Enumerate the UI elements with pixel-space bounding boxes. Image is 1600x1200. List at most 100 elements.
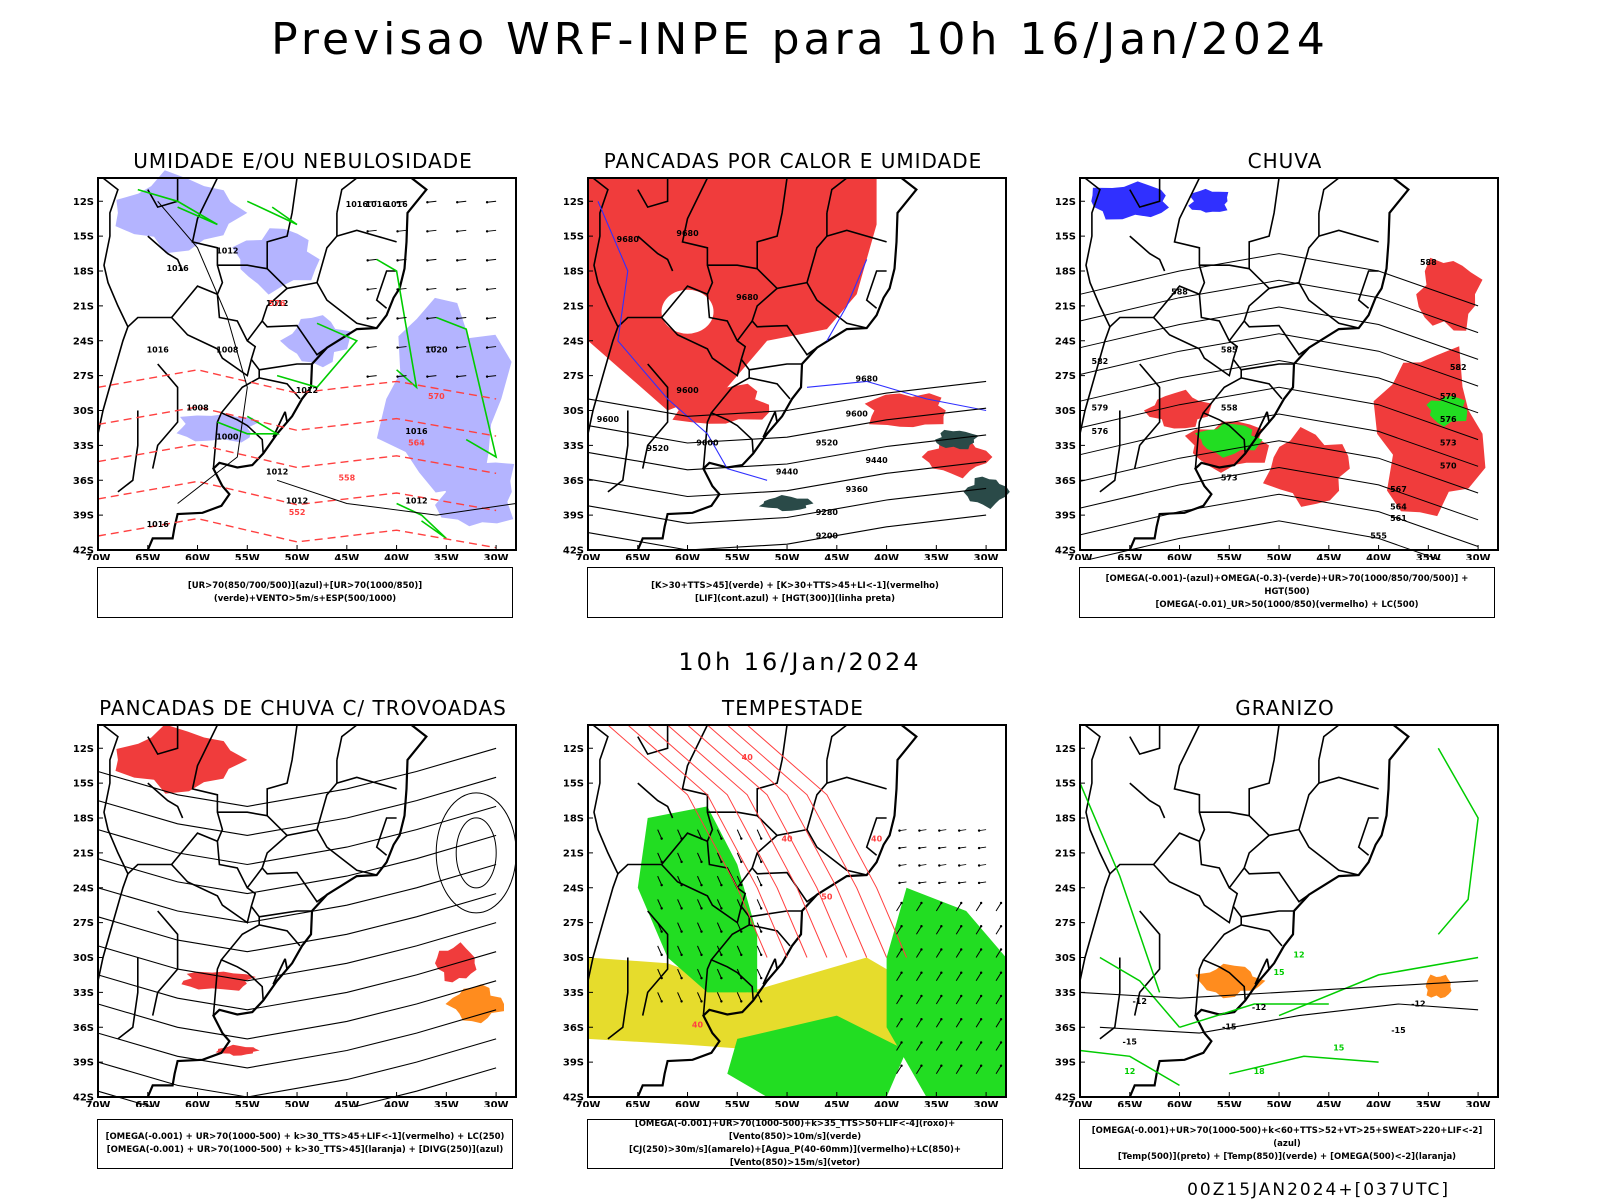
contour-label: 12 [1293, 951, 1304, 960]
lc-contour [607, 724, 768, 958]
border-line [316, 282, 377, 329]
wind-vector-head [960, 1064, 963, 1067]
plot-frame [1079, 724, 1499, 1098]
contour-label: 50 [821, 892, 833, 901]
border-line [637, 782, 674, 819]
streamline [97, 747, 497, 807]
wind-vector-head [740, 860, 743, 864]
contour-label: 15 [1273, 968, 1285, 977]
height-contour [1079, 279, 1479, 334]
contour-label: -15 [1123, 1038, 1138, 1047]
border-line [617, 316, 662, 328]
streamline [97, 951, 497, 1011]
panel-title-trovoadas: PANCADAS DE CHUVA C/ TROVOADAS [99, 696, 507, 720]
height-contour [1079, 493, 1479, 547]
wind-vector [367, 375, 377, 378]
wind-vector [975, 1018, 982, 1028]
lat-tick-label: 42S [1055, 1093, 1076, 1104]
wind-vector-head [720, 930, 723, 933]
wind-vector [716, 875, 722, 886]
wind-vector-head [898, 829, 901, 832]
wind-vector-head [900, 948, 903, 951]
border-line [1152, 832, 1200, 866]
wind-vector-head [396, 288, 399, 291]
streamline [97, 922, 497, 982]
wind-vector [935, 995, 942, 1005]
border-line [1243, 834, 1310, 903]
contour-label: 1012 [216, 247, 238, 256]
contour-label: 9280 [816, 508, 839, 517]
wind-vector [916, 949, 922, 958]
wind-vector [916, 902, 922, 912]
wind-vector-head [999, 1018, 1003, 1021]
wind-vector-head [485, 288, 489, 291]
contour-label: 9440 [865, 456, 888, 465]
lat-tick-label: 30S [1055, 953, 1076, 964]
wind-vector [995, 1018, 1002, 1028]
lif-contour [826, 259, 868, 342]
lat-tick-label: 21S [563, 848, 584, 859]
wind-vector [457, 258, 467, 261]
wind-vector-head [396, 317, 399, 320]
contour-label: 552 [289, 508, 306, 517]
lon-tick-label: 55W [725, 553, 750, 560]
contour-label: 9200 [816, 531, 839, 540]
wind-vector [896, 1042, 902, 1051]
lat-tick-label: 12S [563, 197, 584, 208]
lat-tick-label: 24S [1055, 883, 1076, 894]
contour-label: 9600 [597, 415, 620, 424]
wind-vector [716, 992, 722, 1002]
lon-tick-label: 35W [1416, 1100, 1441, 1107]
contour-label: -12 [1132, 997, 1146, 1006]
border-line [707, 264, 758, 270]
border-line [171, 316, 253, 377]
wind-vector-head [920, 948, 923, 951]
lat-tick-label: 15S [563, 232, 584, 243]
wind-vector-head [426, 288, 429, 291]
temp500-contour [1099, 1003, 1479, 1034]
lc-contour [647, 724, 808, 958]
coastline [146, 724, 428, 1098]
lat-tick-label: 33S [73, 441, 94, 452]
wind-vector [397, 287, 407, 290]
wind-vector [397, 317, 407, 319]
wind-vector-head [940, 901, 943, 905]
wind-vector [975, 902, 982, 912]
wind-vector [487, 375, 497, 378]
height-contour [1079, 333, 1479, 387]
wind-vector [697, 875, 702, 886]
wind-vector [935, 902, 942, 912]
border-line [147, 725, 179, 756]
streamline [97, 863, 497, 924]
wind-vector [975, 1042, 982, 1051]
border-line [1241, 924, 1283, 947]
streamline [97, 1009, 497, 1069]
contour-label: 1008 [216, 345, 239, 354]
border-line [1318, 724, 1340, 761]
wind-vector [756, 968, 762, 979]
contour-label: 1012 [266, 467, 288, 476]
wind-vector-head [920, 1064, 923, 1067]
contour-label: 561 [1390, 514, 1407, 523]
wind-vector-head [920, 1018, 923, 1021]
wind-vector-head [426, 375, 429, 378]
wind-vector-head [680, 837, 683, 840]
border-line [607, 957, 629, 1040]
contour-label: 9600 [846, 409, 869, 418]
lon-tick-label: 50W [285, 1100, 310, 1107]
humidity-contour-green [217, 415, 281, 435]
wind-vector-head [366, 201, 369, 204]
streamline [97, 893, 497, 953]
lat-tick-label: 33S [1055, 441, 1076, 452]
border-line [637, 178, 669, 209]
lon-tick-label: 70W [1068, 1100, 1093, 1107]
wind-vector-head [660, 930, 663, 933]
lat-tick-label: 36S [73, 1023, 94, 1034]
wind-vector [677, 945, 683, 956]
wind-vector [397, 346, 407, 349]
contour-label: 1016 [166, 264, 189, 273]
plot-frame [587, 177, 1007, 551]
wind-vector-head [759, 1000, 763, 1003]
wind-vector-head [999, 901, 1003, 905]
wind-vector-head [426, 317, 429, 320]
